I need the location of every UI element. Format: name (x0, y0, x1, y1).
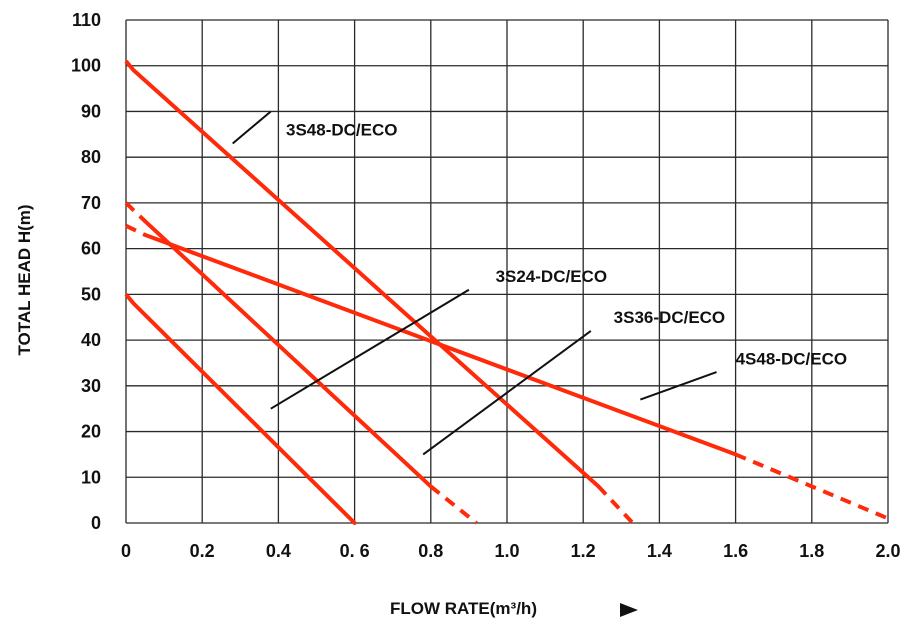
curve-solid (143, 232, 738, 457)
x-tick-label: 1.8 (799, 541, 824, 561)
x-tick-label: 0.4 (266, 541, 291, 561)
curve-dashed (429, 484, 478, 525)
curve-solid (131, 68, 601, 489)
x-tick-label: 0.2 (190, 541, 215, 561)
annotation-leader-line (232, 110, 272, 145)
y-tick-label: 40 (81, 330, 101, 350)
series-label: 3S24-DC/ECO (496, 267, 607, 286)
y-tick-label: 110 (72, 10, 101, 30)
series-label: 3S48-DC/ECO (286, 121, 397, 140)
annotation-leader-line (640, 371, 717, 401)
y-tick-label: 50 (81, 284, 101, 304)
plot-grid (125, 19, 889, 524)
x-axis-title: FLOW RATE(m³/h) (390, 599, 537, 618)
y-axis-ticks: 0 10 20 30 40 50 60 70 80 90 100 110 (71, 10, 101, 533)
y-axis-title: TOTAL HEAD H(m) (15, 204, 34, 355)
x-tick-label: 1.0 (494, 541, 519, 561)
series-label: 3S36-DC/ECO (614, 308, 725, 327)
x-tick-label: 1.6 (723, 541, 748, 561)
x-tick-label: 1.4 (647, 541, 672, 561)
annotation-leader-line (422, 330, 592, 456)
x-axis-arrow-icon (620, 603, 638, 617)
y-tick-label: 10 (81, 467, 101, 487)
curve-solid (131, 301, 357, 525)
y-tick-label: 0 (91, 513, 101, 533)
curve-dashed (124, 59, 136, 72)
x-tick-label: 1.2 (571, 541, 596, 561)
x-tick-label: 0. 6 (340, 541, 370, 561)
series-label: 4S48-DC/ECO (736, 349, 847, 368)
curve-solid (143, 219, 433, 489)
x-axis-ticks: 0 0.2 0.4 0. 6 0.8 1.0 1.2 1.4 1.6 1.8 2.0 (121, 541, 901, 561)
x-tick-label: 0.8 (418, 541, 443, 561)
series-labels: 3S48-DC/ECO 3S24-DC/ECO 3S36-DC/ECO 4S48-DC… (286, 121, 847, 369)
curve-dashed (734, 452, 889, 521)
y-tick-label: 80 (81, 147, 101, 167)
curve-dashed (125, 223, 146, 237)
curve-dashed (124, 293, 136, 305)
annotation-leaders (232, 110, 717, 456)
y-tick-label: 90 (81, 101, 101, 121)
x-tick-label: 0 (121, 541, 131, 561)
y-tick-label: 70 (81, 193, 101, 213)
curve-dashed (124, 201, 147, 223)
curve-dashed (596, 485, 635, 525)
y-tick-label: 100 (71, 56, 101, 76)
y-tick-label: 20 (81, 422, 101, 442)
x-tick-label: 2.0 (875, 541, 900, 561)
y-tick-label: 60 (81, 239, 101, 259)
performance-curves (124, 59, 889, 525)
y-tick-label: 30 (81, 376, 101, 396)
annotation-leader-line (270, 288, 470, 410)
